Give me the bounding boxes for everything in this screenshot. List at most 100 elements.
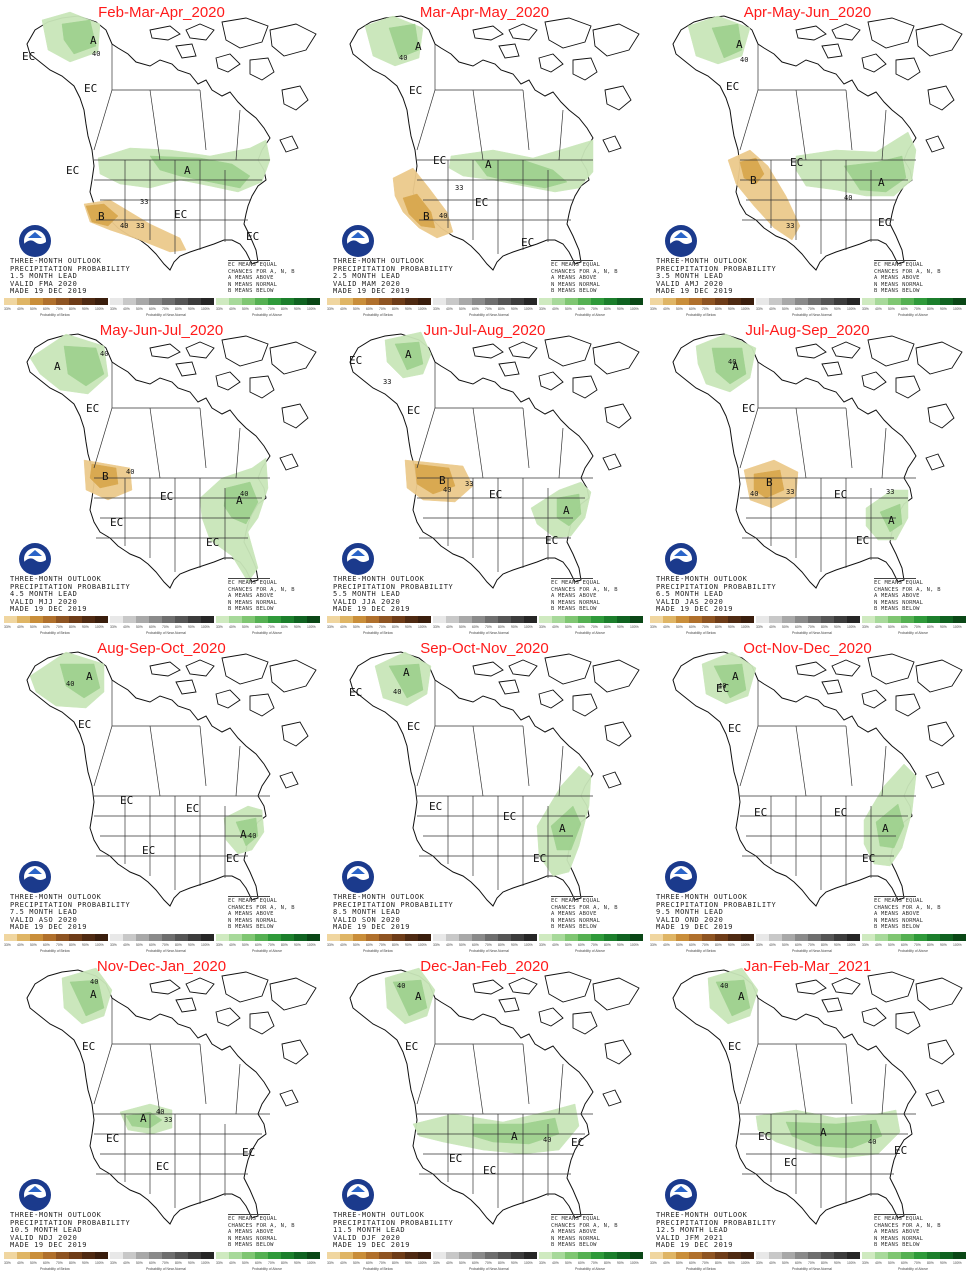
map-label-ec: EC [407, 720, 420, 733]
map-label-ec: EC [349, 686, 362, 699]
above-normal-region [472, 1117, 560, 1145]
legend-swatch [17, 1252, 30, 1259]
legend-percent: 40% [17, 943, 24, 947]
legend-percent: 33% [862, 625, 869, 629]
legend-category: Probability of Above [575, 313, 605, 317]
legend-swatch [756, 616, 769, 623]
legend-swatch [617, 298, 630, 305]
island-outline [602, 771, 622, 789]
key-below: B MEANS BELOW [551, 1242, 597, 1249]
island-outline [592, 659, 640, 693]
panel-title: Jan-Feb-Mar_2021 [743, 958, 872, 975]
legend-swatch [123, 1252, 136, 1259]
outlook-panel: A 33 EC EC B 33 40 EC A EC Jun-Jul-Aug_2020 THREE-M… [323, 318, 646, 636]
legend-swatch [446, 616, 459, 623]
map-label-ec: EC [174, 208, 187, 221]
legend-percent: 33% [110, 307, 117, 311]
boundary-line [416, 725, 436, 787]
legend-labels: 33% 40% 50% 60% 70% 80% 90% 100% Probability of … [4, 625, 322, 635]
boundary-line [522, 89, 530, 151]
outlook-panel: A 40 EC EC EC A 33 B 40 33 EC EC Feb-Mar-Apr_2020 THR… [0, 0, 323, 318]
outlook-variable: PRECIPITATION PROBABILITY [10, 264, 131, 273]
legend-labels: 33% 40% 50% 60% 70% 80% 90% 100% Probability of … [4, 307, 322, 317]
legend-labels: 33% 40% 50% 60% 70% 80% 90% 100% Probability of … [650, 1261, 968, 1271]
legend-percent: 40% [769, 1261, 776, 1265]
legend-percent: 70% [591, 625, 598, 629]
legend-swatch [821, 934, 834, 941]
island-outline [508, 23, 538, 41]
legend-percent-ticks: 33% 40% 50% 60% 70% 80% 90% 100% [433, 943, 537, 947]
legend-swatch [433, 616, 446, 623]
island-outline [185, 341, 215, 359]
legend-swatch [459, 934, 472, 941]
island-outline [185, 659, 215, 677]
legend-percent: 60% [472, 1261, 479, 1265]
map-label-ec: EC [483, 1164, 496, 1177]
legend-percent: 100% [524, 307, 533, 311]
outlook-info: THREE-MONTH OUTLOOK PRECIPITATION PROBABI… [10, 575, 210, 614]
legend-swatch [136, 934, 149, 941]
island-outline [472, 661, 504, 677]
island-outline [867, 335, 915, 367]
map-label-ec: EC [429, 800, 442, 813]
outlook-valid: VALID AMJ 2020 [656, 279, 724, 288]
legend-percent: 80% [392, 625, 399, 629]
legend-swatch [472, 934, 485, 941]
boundary-line [149, 1043, 161, 1115]
legend-category: Probability of Above [575, 631, 605, 635]
legend-swatch [433, 1252, 446, 1259]
map-label-above: A [888, 514, 895, 527]
outlook-variable: PRECIPITATION PROBABILITY [10, 582, 131, 591]
island-outline [861, 371, 887, 391]
legend-percent-ticks: 33% 40% 50% 60% 70% 80% 90% 100% [756, 1261, 860, 1265]
map-label-p33: 33 [786, 488, 794, 496]
outlook-type: THREE-MONTH OUTLOOK [656, 575, 748, 583]
legend-swatch [216, 298, 229, 305]
legend-swatch [914, 616, 927, 623]
legend-swatch [433, 298, 446, 305]
map-label-above: A [563, 504, 570, 517]
island-outline [498, 43, 520, 59]
legend-percent: 33% [110, 1261, 117, 1265]
legend-percent-ticks: 33% 40% 50% 60% 70% 80% 90% 100% [650, 943, 754, 947]
outlook-lead: 2.5 MONTH LEAD [333, 272, 401, 281]
boundary-line [472, 407, 484, 479]
legend-percent: 100% [418, 625, 427, 629]
boundary-line [235, 745, 241, 797]
legend-labels: 33% 40% 50% 60% 70% 80% 90% 100% Probability of … [327, 625, 645, 635]
legend-percent: 40% [123, 625, 130, 629]
legend-swatch [940, 616, 953, 623]
legend-percent: 90% [511, 943, 518, 947]
legend-percent: 50% [459, 1261, 466, 1265]
legend-swatch [268, 934, 281, 941]
legend-percent: 60% [149, 1261, 156, 1265]
map-label-ec: EC [503, 810, 516, 823]
legend-percent: 90% [617, 1261, 624, 1265]
legend-percent-ticks: 33% 40% 50% 60% 70% 80% 90% 100% [433, 625, 537, 629]
map-label-above: A [415, 40, 422, 53]
legend-category: Probability of Above [252, 949, 282, 953]
above-normal-region [125, 1111, 163, 1129]
legend-swatch [862, 934, 875, 941]
map-label-below: B [439, 474, 446, 487]
legend-percent: 100% [630, 307, 639, 311]
key-below: B MEANS BELOW [874, 1242, 920, 1249]
legend-swatch [795, 616, 808, 623]
boundary-line [845, 407, 853, 469]
legend-swatch [242, 616, 255, 623]
legend-percent: 33% [756, 943, 763, 947]
legend-percent: 40% [875, 307, 882, 311]
legend-swatch [4, 616, 17, 623]
legend-swatch [795, 298, 808, 305]
legend-swatch [123, 616, 136, 623]
legend-swatch [216, 616, 229, 623]
above-normal-region [388, 23, 420, 59]
above-normal-region [388, 663, 424, 699]
legend-percent: 80% [715, 307, 722, 311]
island-outline [925, 453, 945, 471]
outlook-variable: PRECIPITATION PROBABILITY [333, 900, 454, 909]
legend-percent: 33% [216, 625, 223, 629]
key-normal: N MEANS NORMAL [874, 599, 924, 606]
